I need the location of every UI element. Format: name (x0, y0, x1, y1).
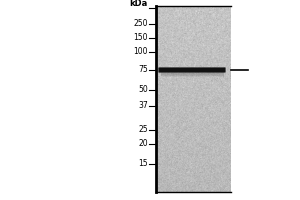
FancyBboxPatch shape (158, 67, 226, 73)
Text: 50: 50 (138, 85, 148, 94)
Bar (160, 72, 224, 74)
Text: 20: 20 (138, 140, 148, 148)
Text: 37: 37 (138, 102, 148, 110)
Bar (160, 75, 224, 76)
Text: 15: 15 (138, 160, 148, 168)
Text: 25: 25 (138, 126, 148, 134)
Text: 100: 100 (134, 47, 148, 56)
Text: 250: 250 (134, 20, 148, 28)
Bar (160, 76, 224, 77)
Bar (160, 74, 224, 76)
Text: 150: 150 (134, 33, 148, 43)
Text: kDa: kDa (130, 0, 148, 7)
Bar (160, 73, 224, 75)
Text: 75: 75 (138, 66, 148, 74)
